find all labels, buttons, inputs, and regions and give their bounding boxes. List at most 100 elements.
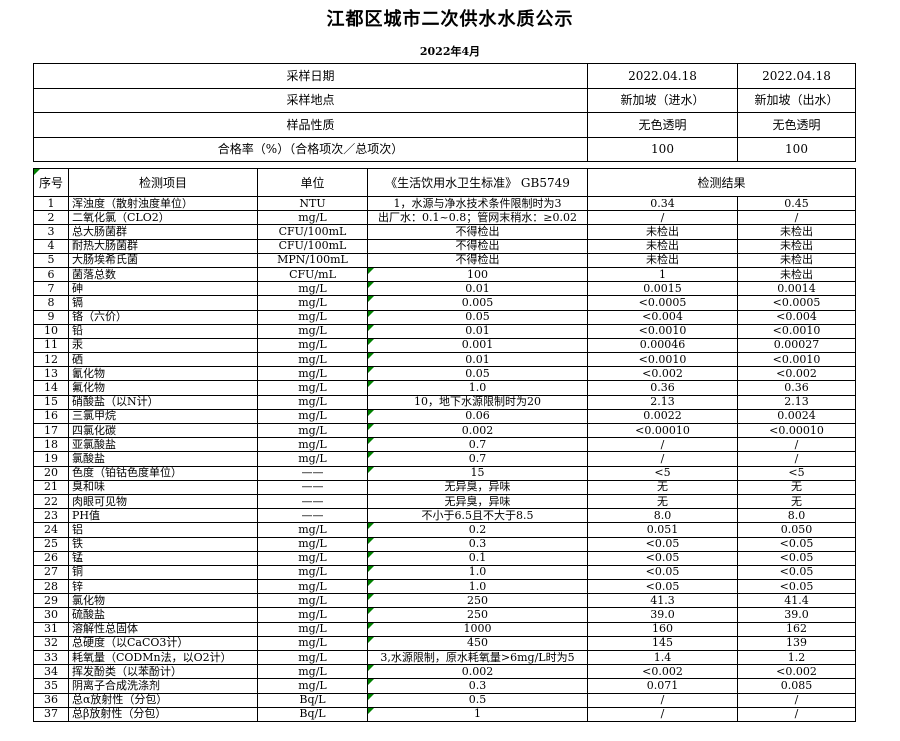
item-name-cell: 氯酸盐	[68, 451, 258, 467]
result-outlet-cell: /	[736, 692, 857, 708]
flag-triangle-icon	[368, 467, 374, 473]
table-row: 16 三氯甲烷 mg/L 0.06 0.0022 0.0024	[33, 408, 857, 425]
result-outlet-cell: 0.45	[736, 195, 857, 212]
unit-cell: ——	[257, 508, 368, 524]
table-row: 3 总大肠菌群 CFU/100mL 不得检出 未检出 未检出	[33, 224, 857, 240]
table-row: 1 浑浊度（散射浊度单位） NTU 1，水源与净水技术条件限制时为3 0.34 …	[33, 195, 857, 212]
table-row: 17 四氯化碳 mg/L 0.002 <0.00010 <0.00010	[33, 422, 857, 439]
table-row: 37 总β放射性（分包） Bq/L 1 / /	[33, 706, 857, 722]
table-row: 34 挥发酚类（以苯酚计） mg/L 0.002 <0.002 <0.002	[33, 664, 857, 680]
row-number-cell: 33	[33, 649, 69, 666]
info-inlet-cell: 100	[587, 136, 738, 162]
flag-triangle-icon	[368, 637, 374, 643]
flag-triangle-icon	[368, 339, 374, 345]
item-name-cell: 铅	[68, 323, 258, 339]
standard-value: 不小于6.5且不大于8.5	[421, 508, 534, 522]
unit-cell: mg/L	[257, 664, 368, 680]
info-label-cell: 采样地点	[33, 87, 588, 113]
table-row: 23 PH值 —— 不小于6.5且不大于8.5 8.0 8.0	[33, 508, 857, 524]
item-name-cell: 硫酸盐	[68, 607, 258, 623]
standard-value: 0.01	[465, 352, 490, 366]
standard-value: 无异臭，异味	[444, 494, 511, 508]
unit-cell: mg/L	[257, 522, 368, 538]
standard-value: 0.002	[461, 664, 494, 678]
table-header-row: 序号 检测项目 单位 《生活饮用水卫生标准》 GB5749 检测结果	[33, 168, 857, 197]
row-number-cell: 12	[33, 352, 69, 368]
standard-value: 250	[467, 593, 488, 607]
row-number-cell: 15	[33, 394, 69, 410]
result-outlet-cell: 无	[736, 479, 857, 495]
standard-cell: 0.002	[367, 422, 588, 439]
table-row: 25 铁 mg/L 0.3 <0.05 <0.05	[33, 536, 857, 552]
standard-value: 0.01	[465, 324, 490, 338]
standard-cell: 1.0	[367, 564, 588, 581]
result-inlet-cell: 无	[587, 479, 738, 495]
flag-triangle-icon	[368, 296, 374, 303]
standard-value: 无异臭，异味	[444, 480, 511, 494]
result-outlet-cell: <5	[736, 465, 857, 481]
header-result-cell: 检测结果	[586, 168, 857, 197]
standard-cell: 无异臭，异味	[367, 479, 588, 495]
result-inlet-cell: <0.05	[587, 564, 738, 581]
standard-cell: 0.1	[367, 550, 588, 566]
result-outlet-cell: 0.36	[736, 380, 857, 396]
standard-cell: 0.001	[367, 337, 588, 354]
result-outlet-cell: <0.05	[736, 550, 857, 566]
unit-cell: mg/L	[257, 281, 368, 297]
table-row: 35 阴离子合成洗涤剂 mg/L 0.3 0.071 0.085	[33, 678, 857, 694]
table-row: 26 锰 mg/L 0.1 <0.05 <0.05	[33, 550, 857, 566]
table-row: 21 臭和味 —— 无异臭，异味 无 无	[33, 479, 857, 495]
standard-value: 0.06	[465, 409, 490, 423]
item-name-cell: 氟化物	[68, 380, 258, 396]
flag-triangle-icon	[368, 708, 374, 714]
unit-cell: CFU/100mL	[257, 224, 368, 240]
table-row: 15 硝酸盐（以N计） mg/L 10，地下水源限制时为20 2.13 2.13	[33, 394, 857, 410]
standard-value: 0.005	[461, 295, 494, 309]
row-number-cell: 22	[33, 493, 69, 510]
standard-cell: 0.002	[367, 664, 588, 680]
standard-cell: 0.05	[367, 366, 588, 382]
unit-cell: CFU/100mL	[257, 238, 368, 254]
result-inlet-cell: 未检出	[587, 238, 738, 254]
result-outlet-cell: /	[736, 451, 857, 467]
row-number-cell: 23	[33, 508, 69, 524]
unit-cell: mg/L	[257, 579, 368, 595]
row-number-cell: 5	[33, 252, 69, 268]
row-number-cell: 1	[33, 195, 69, 212]
item-name-cell: 二氧化氯（CLO2）	[68, 210, 258, 226]
result-inlet-cell: 160	[587, 621, 738, 637]
flag-triangle-icon	[368, 381, 374, 388]
result-inlet-cell: 1	[587, 266, 738, 283]
standard-cell: 1，水源与净水技术条件限制时为3	[367, 195, 588, 212]
table-row: 4 耐热大肠菌群 CFU/100mL 不得检出 未检出 未检出	[33, 238, 857, 254]
standard-value: 450	[467, 636, 488, 650]
row-number-cell: 30	[33, 607, 69, 623]
row-number-cell: 2	[33, 210, 69, 226]
item-name-cell: 浑浊度（散射浊度单位）	[68, 195, 258, 212]
flag-triangle-icon	[368, 679, 374, 686]
flag-triangle-icon	[368, 325, 374, 331]
table-row: 11 汞 mg/L 0.001 0.00046 0.00027	[33, 337, 857, 354]
flag-triangle-icon	[368, 580, 374, 587]
standard-cell: 0.06	[367, 408, 588, 425]
table-row: 32 总硬度（以CaCO3计） mg/L 450 145 139	[33, 635, 857, 652]
table-row: 8 镉 mg/L 0.005 <0.0005 <0.0005	[33, 295, 857, 311]
item-name-cell: 菌落总数	[68, 266, 258, 283]
item-name-cell: 总α放射性（分包）	[68, 692, 258, 708]
info-label-cell: 合格率（%）（合格项次／总项次）	[33, 136, 588, 162]
standard-cell: 不得检出	[367, 224, 588, 240]
standard-cell: 0.3	[367, 536, 588, 552]
item-name-cell: 锰	[68, 550, 258, 566]
report-month: 2022年4月	[419, 45, 481, 58]
result-inlet-cell: <0.0005	[587, 295, 738, 311]
row-number-cell: 8	[33, 295, 69, 311]
item-name-cell: 铬（六价）	[68, 309, 258, 325]
row-number-cell: 26	[33, 550, 69, 566]
table-row: 12 硒 mg/L 0.01 <0.0010 <0.0010	[33, 352, 857, 368]
table-row: 18 亚氯酸盐 mg/L 0.7 / /	[33, 437, 857, 453]
standard-cell: 不得检出	[367, 238, 588, 254]
table-row: 19 氯酸盐 mg/L 0.7 / /	[33, 451, 857, 467]
result-inlet-cell: <5	[587, 465, 738, 481]
result-outlet-cell: 未检出	[736, 266, 857, 283]
flag-triangle-icon	[368, 311, 374, 317]
